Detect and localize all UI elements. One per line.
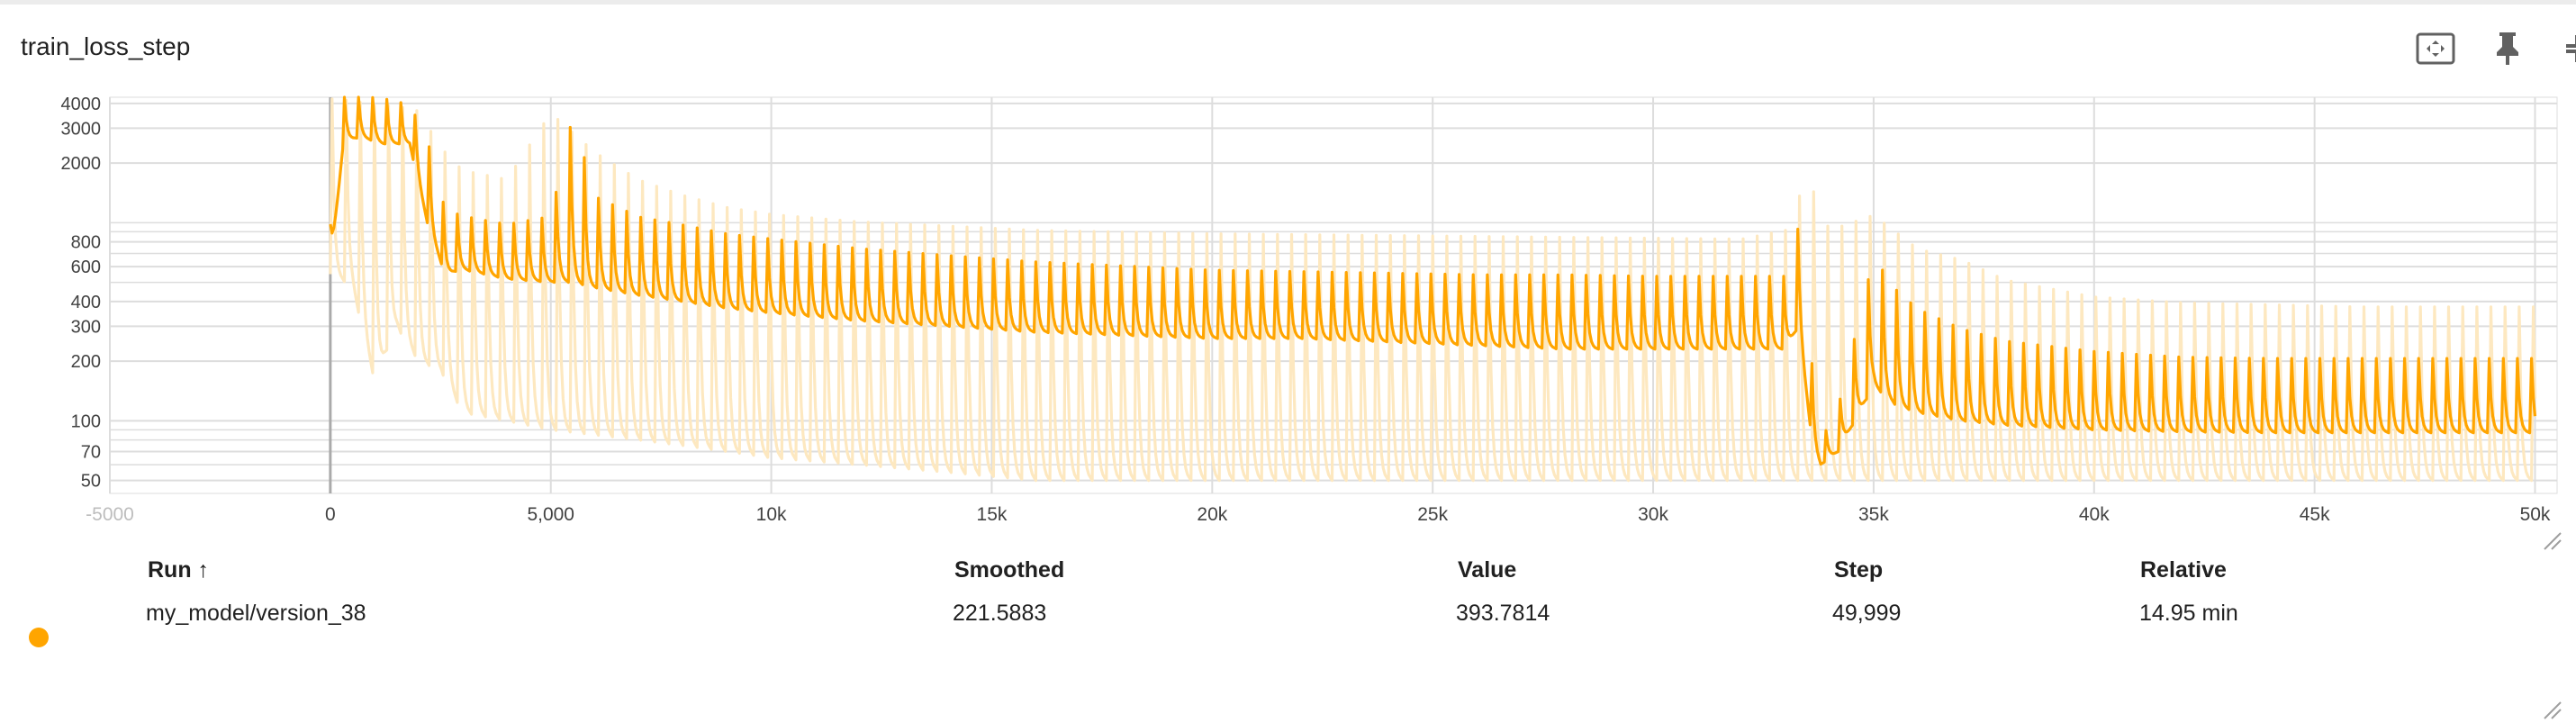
smoothed-series-line xyxy=(329,95,2537,466)
y-tick-label: 800 xyxy=(71,233,101,253)
fit-domain-button[interactable] xyxy=(2409,23,2463,74)
y-tick-label: 2000 xyxy=(61,154,102,174)
collapse-icon xyxy=(2566,35,2576,62)
y-tick-label: 600 xyxy=(71,258,101,277)
y-tick-label: 50 xyxy=(81,472,101,492)
smoothed-value: 221.5883 xyxy=(953,601,1047,626)
x-tick-label: 45k xyxy=(2300,504,2330,525)
y-tick-label: 200 xyxy=(71,352,101,372)
card-title: train_loss_step xyxy=(21,32,191,60)
x-tick-label: 25k xyxy=(1417,504,1448,525)
step-value: 49,999 xyxy=(1832,601,1902,626)
x-tick-labels: -5000 0 5,000 10k 15k 20k 25k 30k 35k 40k 45k 50k xyxy=(86,504,2551,525)
y-tick-labels: 50 70 100 200 300 400 600 800 2000 3000 4000 xyxy=(61,95,102,492)
pin-icon xyxy=(2497,32,2518,65)
raw-series-line xyxy=(329,97,2537,483)
chart-resize-handle[interactable] xyxy=(2541,529,2564,553)
x-tick-label: 20k xyxy=(1197,504,1227,525)
line-chart[interactable]: 50 70 100 200 300 400 600 800 2000 3000 4000 -5000… xyxy=(0,86,2576,537)
fit-domain-icon xyxy=(2416,32,2455,65)
card-resize-handle[interactable] xyxy=(2541,699,2564,722)
top-divider xyxy=(0,0,2576,5)
column-header-smoothed[interactable]: Smoothed xyxy=(954,557,1065,583)
y-tick-label: 70 xyxy=(81,442,101,462)
y-tick-label: 3000 xyxy=(61,119,102,139)
run-color-dot xyxy=(29,628,49,647)
collapse-button[interactable] xyxy=(2553,23,2576,74)
raw-series-band xyxy=(329,97,2537,483)
column-header-step[interactable]: Step xyxy=(1834,557,1884,583)
column-header-run[interactable]: Run ↑ xyxy=(148,557,210,583)
raw-value: 393.7814 xyxy=(1456,601,1550,626)
x-tick-label: 35k xyxy=(1858,504,1889,525)
y-tick-label: 100 xyxy=(71,411,101,431)
column-header-relative[interactable]: Relative xyxy=(2140,557,2227,583)
x-tick-label: 5,000 xyxy=(527,504,574,525)
y-tick-label: 300 xyxy=(71,317,101,337)
x-tick-label: 50k xyxy=(2520,504,2551,525)
run-name: my_model/version_38 xyxy=(146,601,366,626)
smoothed-series-band xyxy=(329,95,2537,466)
x-tick-label: 0 xyxy=(325,504,336,525)
y-tick-label: 4000 xyxy=(61,95,102,114)
pin-button[interactable] xyxy=(2481,23,2535,74)
x-tick-label: 40k xyxy=(2079,504,2110,525)
x-tick-label: 10k xyxy=(756,504,787,525)
x-tick-label: 30k xyxy=(1638,504,1668,525)
y-tick-label: 400 xyxy=(71,293,101,312)
x-tick-label: -5000 xyxy=(86,504,134,525)
relative-time: 14.95 min xyxy=(2139,601,2238,626)
x-tick-label: 15k xyxy=(977,504,1008,525)
column-header-value[interactable]: Value xyxy=(1458,557,1517,583)
